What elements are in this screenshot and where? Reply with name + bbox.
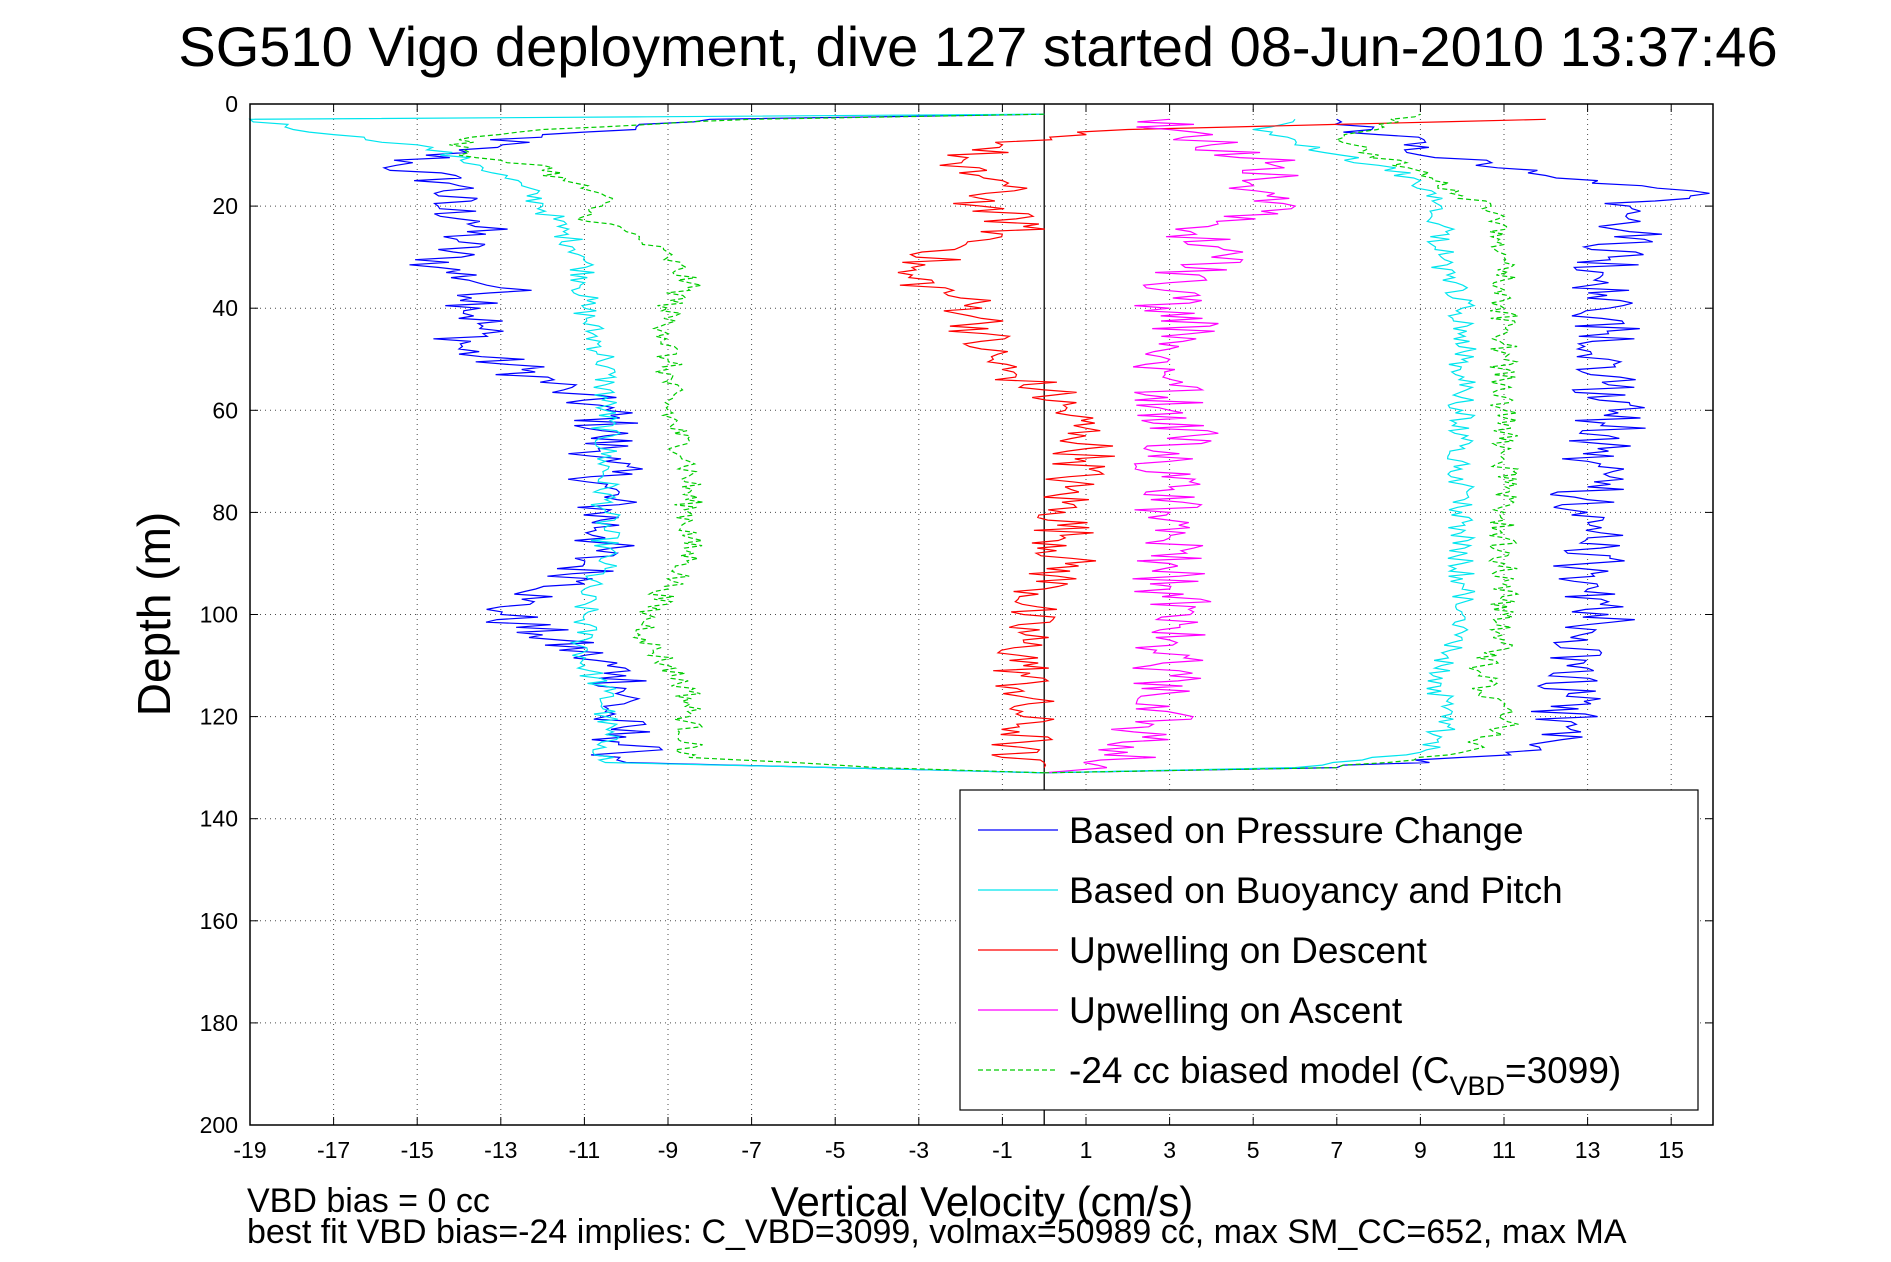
y-tick-label: 180 — [200, 1010, 238, 1036]
series-line-6 — [449, 113, 1045, 774]
x-tick-label: -15 — [401, 1137, 434, 1163]
x-tick-label: -5 — [825, 1137, 845, 1163]
x-tick-label: 3 — [1163, 1137, 1176, 1163]
series-line-2 — [248, 113, 1045, 774]
y-tick-label: 100 — [200, 602, 238, 628]
series-line-3 — [1044, 118, 1477, 774]
series-line-7 — [1044, 113, 1520, 774]
series-line-4 — [897, 118, 1546, 768]
axis-ticks: -19 -17 -15 -13 -11 -9 -7 -5 -3 -1 1 3 5 7 9 11 13 150204… — [200, 91, 1713, 1163]
x-tick-label: -17 — [317, 1137, 350, 1163]
y-axis-label: Depth (m) — [128, 512, 180, 716]
x-tick-label: -7 — [741, 1137, 761, 1163]
x-tick-label: -3 — [909, 1137, 929, 1163]
legend-label: Upwelling on Descent — [1069, 930, 1428, 971]
legend-label: Upwelling on Ascent — [1069, 990, 1403, 1031]
y-tick-label: 160 — [200, 908, 238, 934]
series-line-5 — [1044, 118, 1299, 774]
x-tick-label: 5 — [1247, 1137, 1260, 1163]
chart-title: SG510 Vigo deployment, dive 127 started … — [178, 15, 1777, 78]
y-tick-label: 40 — [212, 295, 238, 321]
y-tick-label: 140 — [200, 806, 238, 832]
x-tick-label: 13 — [1575, 1137, 1601, 1163]
x-tick-label: 9 — [1414, 1137, 1427, 1163]
series-line-0 — [382, 113, 1045, 774]
y-tick-label: 60 — [212, 397, 238, 423]
y-tick-label: 0 — [225, 91, 238, 117]
y-tick-label: 120 — [200, 704, 238, 730]
legend-label: Based on Pressure Change — [1069, 810, 1524, 851]
series-line-1 — [1044, 118, 1710, 774]
y-tick-label: 80 — [212, 499, 238, 525]
legend-label: -24 cc biased model (CVBD=3099) — [1069, 1050, 1621, 1101]
x-axis-label: Vertical Velocity (cm/s) — [771, 1178, 1193, 1225]
x-tick-label: 11 — [1492, 1137, 1516, 1163]
y-tick-label: 200 — [200, 1112, 238, 1138]
x-tick-label: -11 — [569, 1137, 601, 1163]
x-tick-label: -13 — [484, 1137, 517, 1163]
x-tick-label: -1 — [992, 1137, 1012, 1163]
y-tick-label: 20 — [212, 193, 238, 219]
x-tick-label: 1 — [1080, 1137, 1093, 1163]
x-tick-label: -9 — [658, 1137, 678, 1163]
x-tick-label: -19 — [233, 1137, 266, 1163]
legend-box — [959, 789, 1699, 1111]
x-tick-label: 15 — [1658, 1137, 1684, 1163]
x-tick-label: 7 — [1330, 1137, 1343, 1163]
plot-area — [248, 104, 1710, 1125]
legend: Based on Pressure Change Based on Buoyanc… — [959, 789, 1699, 1111]
footer-line-1: VBD bias = 0 cc — [247, 1182, 490, 1220]
legend-label: Based on Buoyancy and Pitch — [1069, 870, 1563, 911]
footer-line-2: best fit VBD bias=-24 implies: C_VBD=309… — [247, 1213, 1627, 1251]
